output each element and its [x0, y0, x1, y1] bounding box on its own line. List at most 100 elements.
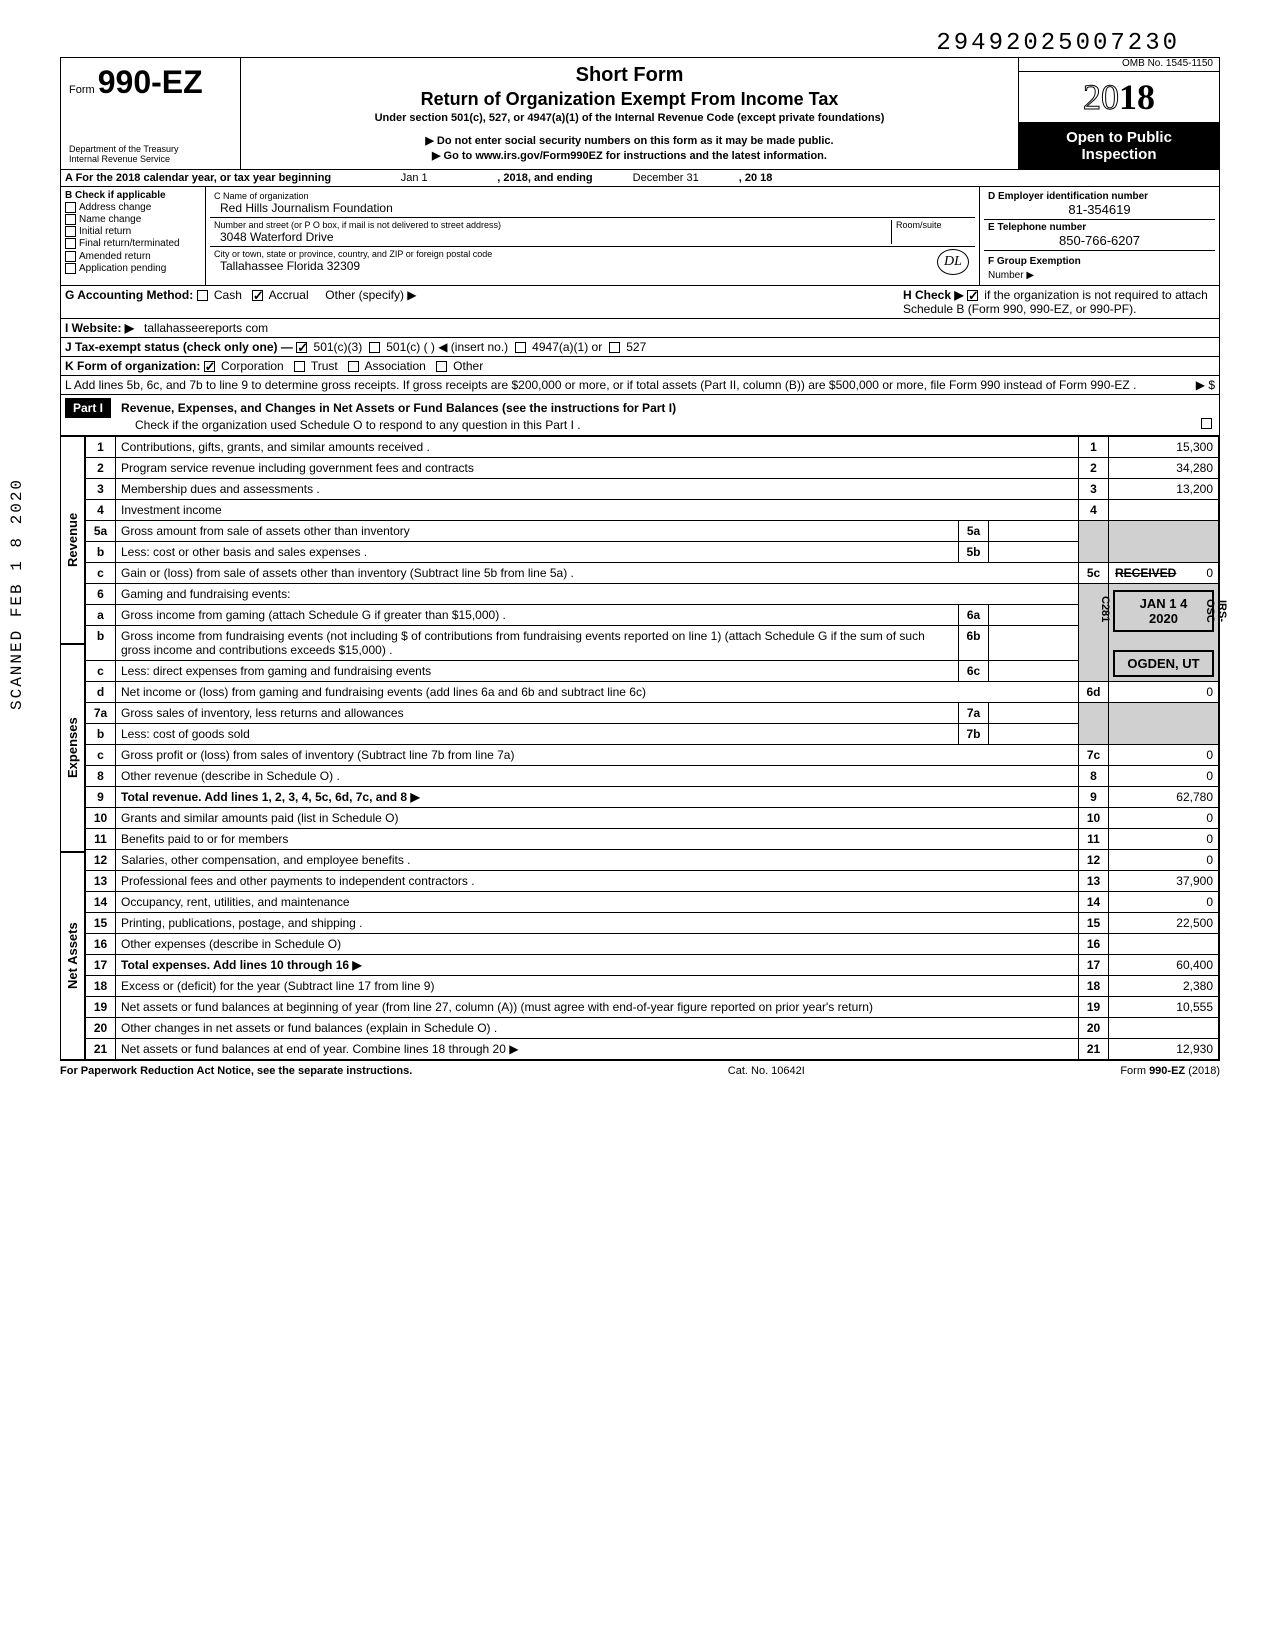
open-public-2: Inspection	[1023, 146, 1215, 163]
chk-sched-o[interactable]	[1201, 418, 1212, 429]
chk-amended-return[interactable]: Amended return	[65, 251, 201, 262]
side-expenses: Expenses	[61, 644, 85, 852]
room-lbl: Room/suite	[896, 220, 971, 230]
c-city-lbl: City or town, state or province, country…	[214, 249, 971, 259]
line-j: J Tax-exempt status (check only one) — 5…	[61, 338, 1219, 357]
omb-number: OMB No. 1545-1150	[1019, 58, 1219, 72]
chk-corp[interactable]	[204, 361, 215, 372]
line-14: 14Occupancy, rent, utilities, and mainte…	[86, 892, 1219, 913]
line-7b: bLess: cost of goods sold7b	[86, 724, 1219, 745]
box-f-lbl: F Group Exemption	[988, 256, 1081, 267]
form-990ez: Form 990-EZ Department of the Treasury I…	[60, 57, 1220, 1061]
line-a-pre: A For the 2018 calendar year, or tax yea…	[65, 172, 331, 184]
line-8: 8Other revenue (describe in Schedule O) …	[86, 766, 1219, 787]
form-id-cell: Form 990-EZ Department of the Treasury I…	[61, 58, 241, 169]
side-netassets: Net Assets	[61, 852, 85, 1060]
line-k-lbl: K Form of organization:	[65, 359, 200, 373]
line-5a: 5aGross amount from sale of assets other…	[86, 521, 1219, 542]
line-a-mid: , 2018, and ending	[497, 172, 592, 184]
line-l: L Add lines 5b, 6c, and 7b to line 9 to …	[61, 376, 1219, 395]
c-name-lbl: C Name of organization	[214, 191, 971, 201]
other-specify: Other (specify) ▶	[325, 288, 416, 302]
line-l-arrow: ▶ $	[1196, 378, 1215, 392]
title-short: Short Form	[251, 64, 1008, 87]
line-21: 21Net assets or fund balances at end of …	[86, 1039, 1219, 1060]
line-13: 13Professional fees and other payments t…	[86, 871, 1219, 892]
org-street: 3048 Waterford Drive	[220, 230, 891, 244]
c-street-lbl: Number and street (or P O box, if mail i…	[214, 220, 891, 230]
org-name: Red Hills Journalism Foundation	[220, 201, 971, 215]
footer-mid: Cat. No. 10642I	[728, 1065, 805, 1077]
dept-irs: Internal Revenue Service	[69, 155, 232, 165]
chk-assoc[interactable]	[348, 361, 359, 372]
chk-501c3[interactable]	[296, 342, 307, 353]
line-a-yr: , 20 18	[739, 172, 773, 184]
footer-left: For Paperwork Reduction Act Notice, see …	[60, 1065, 412, 1077]
line-a: A For the 2018 calendar year, or tax yea…	[61, 170, 1219, 187]
line-19: 19Net assets or fund balances at beginni…	[86, 997, 1219, 1018]
line-k: K Form of organization: Corporation Trus…	[61, 357, 1219, 376]
part1-label: Part I	[65, 398, 111, 418]
line-g-h: G Accounting Method: Cash Accrual Other …	[61, 286, 1219, 319]
chk-name-change[interactable]: Name change	[65, 214, 201, 225]
chk-cash[interactable]	[197, 290, 208, 301]
box-e-lbl: E Telephone number	[988, 222, 1211, 233]
line-a-begin: Jan 1	[334, 172, 494, 184]
line-g-lbl: G Accounting Method:	[65, 288, 193, 302]
line-i-lbl: I Website: ▶	[65, 321, 134, 335]
chk-other-org[interactable]	[436, 361, 447, 372]
line-5b: bLess: cost or other basis and sales exp…	[86, 542, 1219, 563]
box-c: C Name of organization Red Hills Journal…	[206, 187, 979, 285]
chk-initial-return[interactable]: Initial return	[65, 226, 201, 237]
note-ssn: ▶ Do not enter social security numbers o…	[251, 134, 1008, 147]
line-1: 1Contributions, gifts, grants, and simil…	[86, 437, 1219, 458]
box-d-lbl: D Employer identification number	[988, 191, 1211, 202]
note-url: ▶ Go to www.irs.gov/Form990EZ for instru…	[251, 149, 1008, 162]
scanned-side-stamp: SCANNED FEB 1 8 2020	[8, 478, 26, 710]
line-7c: cGross profit or (loss) from sales of in…	[86, 745, 1219, 766]
line-h-lbl: H Check ▶	[903, 288, 964, 302]
line-j-lbl: J Tax-exempt status (check only one) —	[65, 340, 293, 354]
chk-sched-b[interactable]	[967, 290, 978, 301]
page-footer: For Paperwork Reduction Act Notice, see …	[60, 1061, 1220, 1077]
part1-title: Revenue, Expenses, and Changes in Net As…	[121, 401, 676, 415]
line-a-end: December 31	[596, 172, 736, 184]
part1-sub: Check if the organization used Schedule …	[135, 418, 581, 432]
title-cell: Short Form Return of Organization Exempt…	[241, 58, 1019, 169]
side-revenue: Revenue	[61, 436, 85, 644]
chk-501c[interactable]	[369, 342, 380, 353]
line-16: 16Other expenses (describe in Schedule O…	[86, 934, 1219, 955]
stamp-received: RECEIVED	[1115, 566, 1176, 580]
line-6: 6Gaming and fundraising events: C281 JAN…	[86, 584, 1219, 605]
chk-trust[interactable]	[294, 361, 305, 372]
part1-header: Part I Revenue, Expenses, and Changes in…	[61, 395, 1219, 436]
box-f-lbl2: Number ▶	[988, 270, 1034, 281]
footer-right: Form 990-EZ (2018)	[1120, 1065, 1220, 1077]
chk-app-pending[interactable]: Application pending	[65, 263, 201, 274]
chk-527[interactable]	[609, 342, 620, 353]
open-public-box: Open to Public Inspection	[1019, 123, 1219, 169]
line-7a: 7aGross sales of inventory, less returns…	[86, 703, 1219, 724]
header-right: OMB No. 1545-1150 2018 Open to Public In…	[1019, 58, 1219, 169]
form-number: 990-EZ	[98, 64, 203, 100]
line-5c: cGain or (loss) from sale of assets othe…	[86, 563, 1219, 584]
irs-city-stamp: OGDEN, UT	[1113, 650, 1214, 677]
chk-4947[interactable]	[515, 342, 526, 353]
part1-body: Revenue Expenses Net Assets 1Contributio…	[61, 436, 1219, 1060]
side-labels: Revenue Expenses Net Assets	[61, 436, 85, 1060]
box-e-val: 850-766-6207	[988, 233, 1211, 248]
line-9: 9Total revenue. Add lines 1, 2, 3, 4, 5c…	[86, 787, 1219, 808]
header-row: Form 990-EZ Department of the Treasury I…	[61, 58, 1219, 170]
irs-date-stamp: C281 JAN 1 4 2020 IRS-OSC	[1113, 590, 1214, 632]
title-main: Return of Organization Exempt From Incom…	[251, 89, 1008, 110]
line-6a: aGross income from gaming (attach Schedu…	[86, 605, 1219, 626]
chk-final-return[interactable]: Final return/terminated	[65, 238, 201, 249]
box-d-val: 81-354619	[988, 202, 1211, 217]
box-b: B Check if applicable Address change Nam…	[61, 187, 206, 285]
chk-accrual[interactable]	[252, 290, 263, 301]
website: tallahasseereports com	[144, 321, 268, 335]
chk-address-change[interactable]: Address change	[65, 202, 201, 213]
line-3: 3Membership dues and assessments .313,20…	[86, 479, 1219, 500]
line-6d: dNet income or (loss) from gaming and fu…	[86, 682, 1219, 703]
lines-table: 1Contributions, gifts, grants, and simil…	[85, 436, 1219, 1060]
